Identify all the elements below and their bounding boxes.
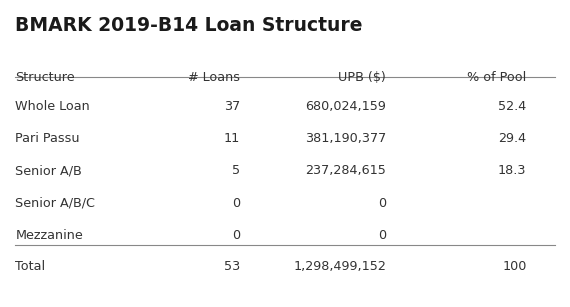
Text: Whole Loan: Whole Loan (15, 100, 90, 113)
Text: 18.3: 18.3 (498, 164, 527, 177)
Text: BMARK 2019-B14 Loan Structure: BMARK 2019-B14 Loan Structure (15, 16, 363, 35)
Text: 52.4: 52.4 (498, 100, 527, 113)
Text: % of Pool: % of Pool (467, 71, 527, 84)
Text: Senior A/B: Senior A/B (15, 164, 82, 177)
Text: 53: 53 (224, 259, 240, 273)
Text: Structure: Structure (15, 71, 75, 84)
Text: 37: 37 (224, 100, 240, 113)
Text: 0: 0 (232, 196, 240, 209)
Text: # Loans: # Loans (188, 71, 240, 84)
Text: 0: 0 (378, 196, 386, 209)
Text: 0: 0 (378, 229, 386, 242)
Text: 1,298,499,152: 1,298,499,152 (293, 259, 386, 273)
Text: 237,284,615: 237,284,615 (305, 164, 386, 177)
Text: Total: Total (15, 259, 46, 273)
Text: 100: 100 (502, 259, 527, 273)
Text: 0: 0 (232, 229, 240, 242)
Text: Mezzanine: Mezzanine (15, 229, 83, 242)
Text: 29.4: 29.4 (498, 132, 527, 145)
Text: 381,190,377: 381,190,377 (305, 132, 386, 145)
Text: UPB ($): UPB ($) (339, 71, 386, 84)
Text: 680,024,159: 680,024,159 (305, 100, 386, 113)
Text: Senior A/B/C: Senior A/B/C (15, 196, 95, 209)
Text: Pari Passu: Pari Passu (15, 132, 80, 145)
Text: 11: 11 (224, 132, 240, 145)
Text: 5: 5 (232, 164, 240, 177)
